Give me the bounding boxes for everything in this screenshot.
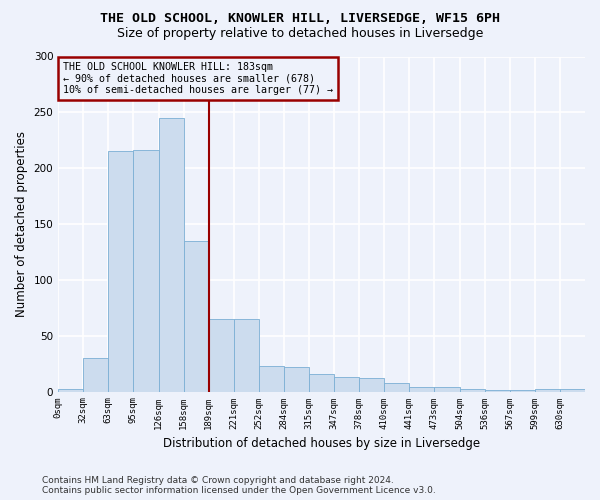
Text: THE OLD SCHOOL KNOWLER HILL: 183sqm
← 90% of detached houses are smaller (678)
1: THE OLD SCHOOL KNOWLER HILL: 183sqm ← 90… xyxy=(62,62,332,96)
Bar xyxy=(460,390,485,392)
Bar xyxy=(158,118,184,392)
Bar xyxy=(209,319,234,392)
Bar xyxy=(284,367,309,392)
Bar xyxy=(510,390,535,392)
Text: Contains HM Land Registry data © Crown copyright and database right 2024.
Contai: Contains HM Land Registry data © Crown c… xyxy=(42,476,436,495)
Bar xyxy=(560,390,585,392)
Y-axis label: Number of detached properties: Number of detached properties xyxy=(15,131,28,317)
Bar xyxy=(109,152,133,392)
Bar xyxy=(535,390,560,392)
Bar xyxy=(58,390,83,392)
Bar xyxy=(259,366,284,392)
Bar xyxy=(234,319,259,392)
Bar xyxy=(133,150,158,392)
Bar xyxy=(309,374,334,392)
Bar xyxy=(334,377,359,392)
Text: Size of property relative to detached houses in Liversedge: Size of property relative to detached ho… xyxy=(117,28,483,40)
Bar xyxy=(409,387,434,392)
X-axis label: Distribution of detached houses by size in Liversedge: Distribution of detached houses by size … xyxy=(163,437,480,450)
Bar xyxy=(83,358,109,392)
Text: THE OLD SCHOOL, KNOWLER HILL, LIVERSEDGE, WF15 6PH: THE OLD SCHOOL, KNOWLER HILL, LIVERSEDGE… xyxy=(100,12,500,26)
Bar xyxy=(184,241,209,392)
Bar xyxy=(485,390,510,392)
Bar xyxy=(434,387,460,392)
Bar xyxy=(359,378,385,392)
Bar xyxy=(385,382,409,392)
